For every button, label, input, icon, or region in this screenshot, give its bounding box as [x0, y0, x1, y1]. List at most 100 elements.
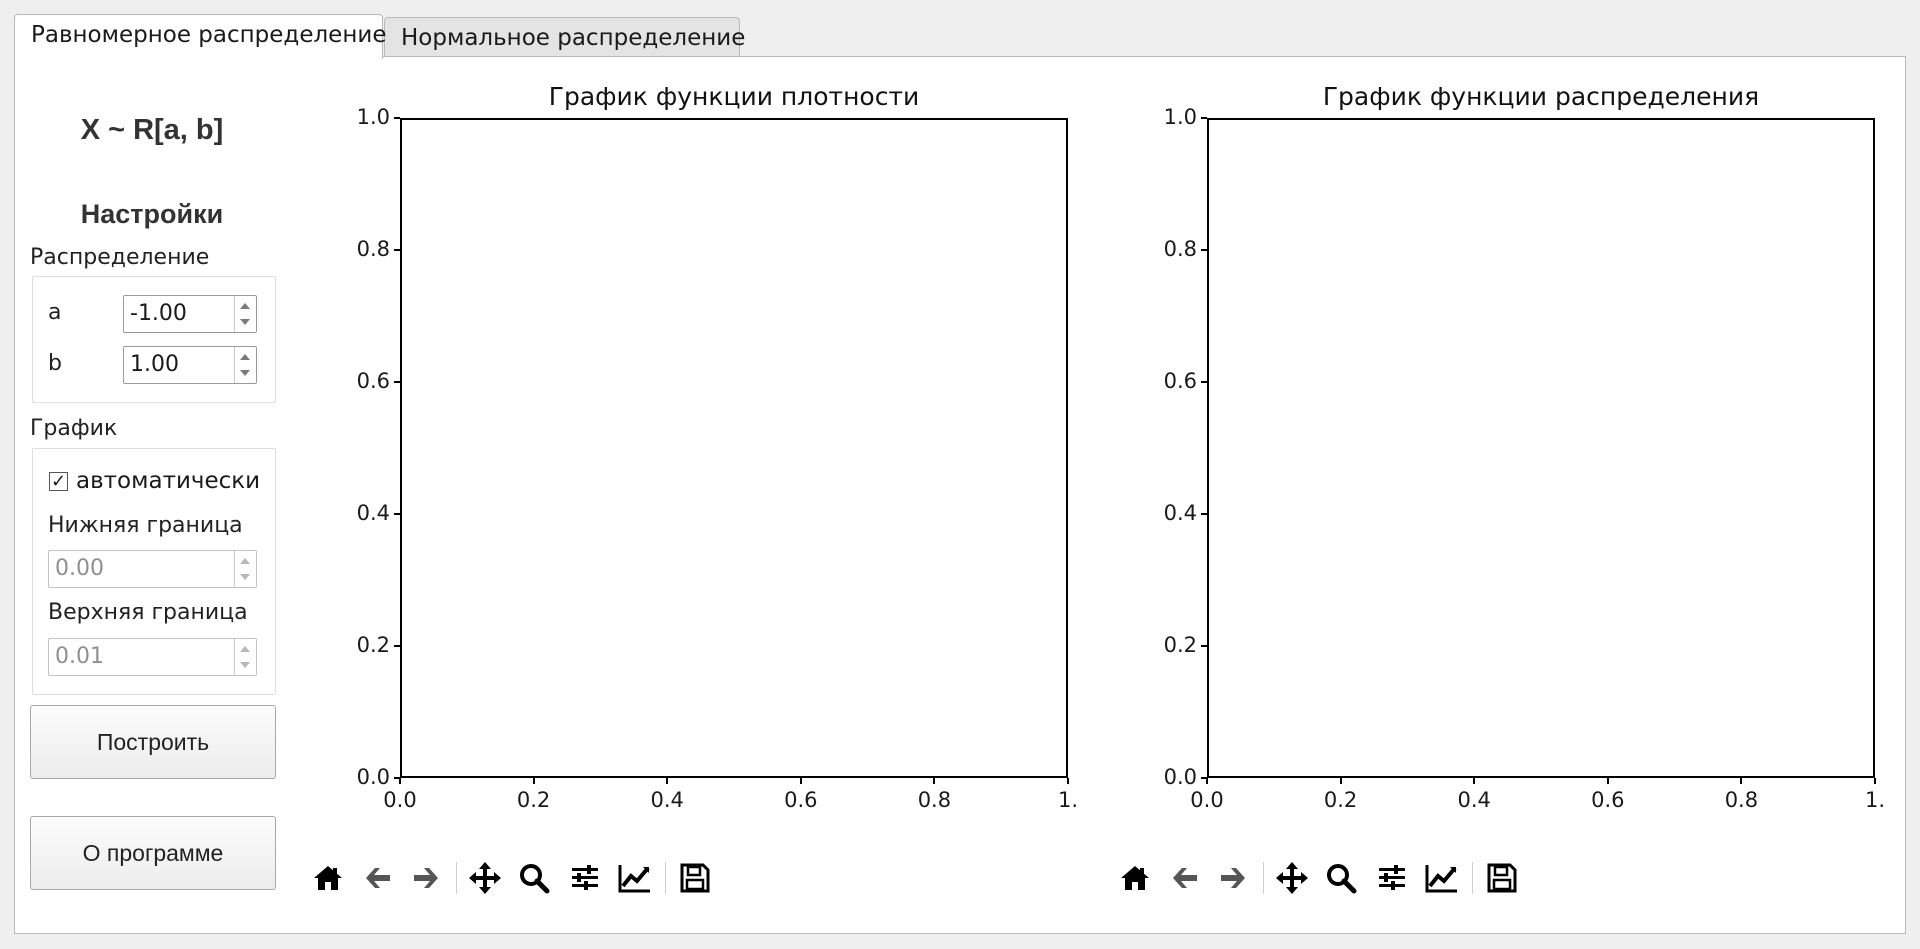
- y-tick-label: 0.2: [1163, 633, 1197, 657]
- y-tick-mark: [394, 249, 400, 251]
- pan-icon[interactable]: [465, 856, 505, 900]
- x-tick-label: 0.6: [784, 788, 818, 812]
- y-tick-label: 0.2: [356, 633, 390, 657]
- toolbar-separator: [1472, 862, 1473, 894]
- x-tick-mark: [532, 778, 535, 784]
- forward-arrow-icon[interactable]: [1213, 856, 1253, 900]
- y-tick-mark: [1201, 249, 1207, 251]
- y-tick-mark: [1201, 381, 1207, 383]
- zoom-icon[interactable]: [514, 856, 554, 900]
- configure-subplots-icon[interactable]: [1372, 856, 1412, 900]
- toolbar-separator: [1263, 862, 1264, 894]
- x-tick-label: 0.0: [383, 788, 417, 812]
- y-tick-mark: [394, 513, 400, 515]
- density-plot-title: График функции плотности: [548, 82, 920, 111]
- tab-normal-distribution[interactable]: Нормальное распределение: [384, 17, 745, 57]
- y-tick-mark: [394, 381, 400, 383]
- y-tick-label: 0.8: [1163, 237, 1197, 261]
- x-tick-label: 0.4: [1457, 788, 1491, 812]
- about-button[interactable]: О программе: [30, 816, 276, 890]
- edit-axis-icon[interactable]: [1422, 856, 1462, 900]
- x-tick-mark: [1874, 778, 1876, 784]
- x-tick-label: 0.8: [1724, 788, 1759, 812]
- x-tick-mark: [399, 778, 401, 784]
- toolbar-separator: [456, 862, 457, 894]
- spin-down-icon[interactable]: [240, 574, 250, 580]
- y-tick-label: 0.6: [1163, 369, 1197, 393]
- y-tick-mark: [1201, 777, 1207, 779]
- cdf-plot-title: График функции распределения: [1322, 82, 1760, 111]
- x-tick-mark: [933, 778, 936, 784]
- param-a-value: -1.00: [130, 301, 187, 326]
- save-icon[interactable]: [675, 856, 715, 900]
- x-tick-label: 0.0: [1190, 788, 1224, 812]
- lower-bound-stepper[interactable]: [234, 551, 256, 587]
- spin-up-icon[interactable]: [240, 303, 250, 309]
- spin-down-icon[interactable]: [240, 662, 250, 668]
- param-b-spinbox[interactable]: 1.00: [123, 346, 257, 384]
- y-tick-label: 0.4: [1163, 501, 1197, 525]
- y-tick-mark: [1201, 645, 1207, 647]
- param-a-stepper[interactable]: [234, 296, 256, 332]
- y-tick-mark: [394, 645, 400, 647]
- settings-title: Настройки: [80, 199, 224, 229]
- density-plot-axes[interactable]: [400, 118, 1068, 778]
- spin-up-icon[interactable]: [240, 646, 250, 652]
- param-a-spinbox[interactable]: -1.00: [123, 295, 257, 333]
- edit-axis-icon[interactable]: [615, 856, 655, 900]
- x-tick-mark: [1606, 778, 1609, 784]
- build-button[interactable]: Построить: [30, 705, 276, 779]
- distribution-formula: X ~ R[a, b]: [80, 114, 224, 146]
- x-tick-label: 0.8: [917, 788, 952, 812]
- lower-bound-value: 0.00: [55, 556, 104, 581]
- forward-arrow-icon[interactable]: [406, 856, 446, 900]
- x-tick-mark: [1339, 778, 1342, 784]
- auto-checkbox[interactable]: ✓: [49, 471, 68, 492]
- spin-down-icon[interactable]: [240, 319, 250, 325]
- configure-subplots-icon[interactable]: [565, 856, 605, 900]
- spin-down-icon[interactable]: [240, 370, 250, 376]
- x-tick-label: 1.: [1864, 788, 1886, 812]
- x-tick-mark: [799, 778, 802, 784]
- spin-up-icon[interactable]: [240, 558, 250, 564]
- save-icon[interactable]: [1482, 856, 1522, 900]
- lower-bound-label: Нижняя граница: [48, 513, 243, 538]
- x-tick-mark: [1067, 778, 1069, 784]
- param-b-stepper[interactable]: [234, 347, 256, 383]
- pan-icon[interactable]: [1272, 856, 1312, 900]
- spin-up-icon[interactable]: [240, 354, 250, 360]
- upper-bound-spinbox[interactable]: 0.01: [48, 638, 257, 676]
- graph-group-box: [32, 448, 276, 695]
- home-icon[interactable]: [308, 856, 348, 900]
- param-b-value: 1.00: [130, 352, 179, 377]
- param-a-label: a: [48, 300, 62, 325]
- x-tick-mark: [1473, 778, 1476, 784]
- cdf-plot-toolbar: [1115, 856, 1535, 900]
- y-tick-label: 1.0: [356, 105, 390, 129]
- y-tick-mark: [394, 777, 400, 779]
- x-tick-label: 0.2: [1323, 788, 1358, 812]
- x-tick-label: 0.6: [1591, 788, 1625, 812]
- lower-bound-spinbox[interactable]: 0.00: [48, 550, 257, 588]
- param-b-label: b: [48, 351, 62, 376]
- x-tick-label: 0.4: [650, 788, 684, 812]
- home-icon[interactable]: [1115, 856, 1155, 900]
- graph-group-label: График: [30, 416, 118, 441]
- y-tick-label: 0.0: [1163, 765, 1197, 789]
- back-arrow-icon[interactable]: [1165, 856, 1205, 900]
- distribution-group-label: Распределение: [30, 245, 210, 270]
- upper-bound-stepper[interactable]: [234, 639, 256, 675]
- back-arrow-icon[interactable]: [358, 856, 398, 900]
- density-plot-toolbar: [308, 856, 728, 900]
- y-tick-mark: [1201, 513, 1207, 515]
- auto-checkbox-label[interactable]: автоматически: [76, 468, 261, 494]
- y-tick-label: 0.0: [356, 765, 390, 789]
- distribution-group-box: [32, 276, 276, 403]
- cdf-plot-axes[interactable]: [1207, 118, 1875, 778]
- tab-uniform-distribution[interactable]: Равномерное распределение: [14, 14, 386, 59]
- upper-bound-value: 0.01: [55, 644, 104, 669]
- x-tick-mark: [666, 778, 669, 784]
- y-tick-mark: [394, 117, 400, 119]
- y-tick-label: 0.4: [356, 501, 390, 525]
- zoom-icon[interactable]: [1321, 856, 1361, 900]
